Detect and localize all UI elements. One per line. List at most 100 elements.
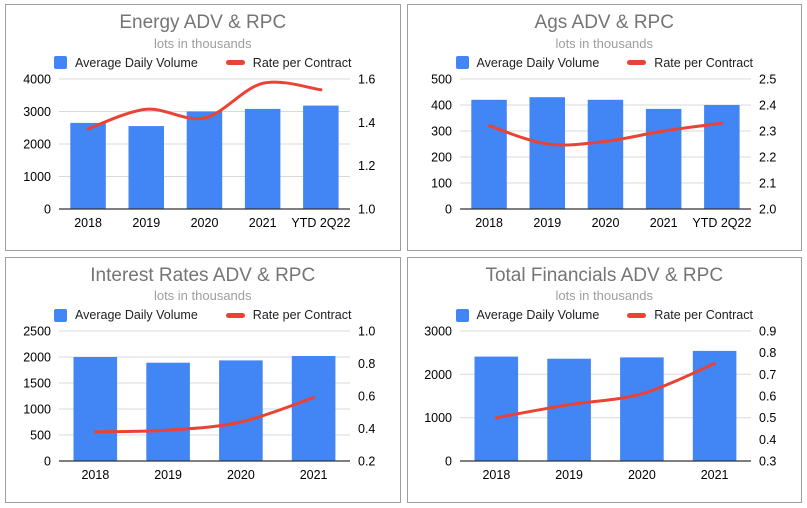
chart-subtitle-energy: lots in thousands [153, 35, 252, 51]
svg-text:0.8: 0.8 [759, 347, 776, 361]
svg-text:2.4: 2.4 [759, 98, 776, 112]
svg-text:0.4: 0.4 [358, 422, 375, 436]
svg-text:YTD 2Q22: YTD 2Q22 [693, 216, 752, 230]
svg-text:0.6: 0.6 [759, 390, 776, 404]
svg-text:100: 100 [431, 176, 452, 190]
bar-2021 [693, 351, 737, 462]
plot-area-ags: 0 100 200 300 400 500 2.0 2.1 2.2 2.3 2.4 2.5 2018 20… [431, 72, 776, 230]
chart-title-energy: Energy ADV & RPC [119, 12, 287, 33]
bar-2018 [474, 356, 519, 462]
legend-interest-rates: Average Daily Volume Rate per Contract [6, 308, 400, 322]
chart-title-total-financials: Total Financials ADV & RPC [485, 264, 724, 286]
plot-area-interest-rates: 0 500 1000 1500 2000 2500 0.2 0.4 0.6 0.8 1.0 2018 2… [23, 325, 375, 483]
svg-text:2500: 2500 [23, 325, 51, 339]
svg-text:2018: 2018 [74, 216, 102, 230]
chart-title-ags: Ags ADV & RPC [534, 12, 674, 33]
bar-2019 [128, 125, 164, 209]
bar-2020 [587, 99, 624, 209]
bar-2018 [471, 99, 508, 209]
svg-text:0: 0 [44, 455, 51, 469]
svg-text:YTD 2Q22: YTD 2Q22 [291, 216, 350, 230]
bar-2018 [73, 357, 117, 462]
svg-text:2021: 2021 [249, 216, 277, 230]
svg-text:400: 400 [431, 98, 452, 112]
svg-text:1000: 1000 [23, 403, 51, 417]
svg-text:2018: 2018 [475, 216, 503, 230]
svg-text:1.2: 1.2 [358, 159, 375, 173]
bar-2020 [186, 111, 222, 209]
svg-text:2018: 2018 [81, 468, 109, 482]
plot-area-energy: 0 1000 2000 3000 4000 1.0 1.2 1.4 1.6 2018 2019 202… [23, 72, 375, 230]
legend-label-rpc: Rate per Contract [252, 55, 352, 70]
svg-text:2.2: 2.2 [759, 150, 776, 164]
legend-label-adv: Average Daily Volume [75, 308, 198, 323]
bar-2021 [244, 108, 281, 209]
bar-2019 [146, 363, 190, 462]
chart-subtitle-interest-rates: lots in thousands [153, 288, 252, 304]
svg-text:2000: 2000 [424, 368, 452, 382]
legend-item-adv: Average Daily Volume [54, 56, 198, 70]
chart-title-interest-rates: Interest Rates ADV & RPC [90, 264, 316, 286]
svg-text:0.5: 0.5 [759, 412, 776, 426]
bar-YTD 2Q22 [704, 104, 740, 209]
bar-2019 [547, 359, 592, 462]
adv-bar-swatch-icon [54, 308, 68, 322]
svg-text:2021: 2021 [650, 216, 678, 230]
adv-bar-swatch-icon [54, 56, 68, 70]
legend-label-rpc: Rate per Contract [654, 308, 753, 323]
svg-text:0.7: 0.7 [759, 368, 776, 382]
svg-text:500: 500 [431, 72, 452, 86]
adv-bar-swatch-icon [455, 308, 469, 322]
svg-text:2.3: 2.3 [759, 124, 776, 138]
svg-text:0.9: 0.9 [759, 325, 776, 339]
rpc-line-swatch-icon [627, 60, 647, 66]
svg-text:500: 500 [30, 429, 51, 443]
plot-area-total-financials: 0 1000 2000 3000 0.3 0.4 0.5 0.6 0.7 0.8 0.9 2018 20… [424, 325, 776, 483]
svg-text:0.4: 0.4 [759, 433, 776, 447]
rpc-line-swatch-icon [225, 60, 245, 66]
legend-item-rpc: Rate per Contract [627, 56, 753, 70]
svg-text:0: 0 [44, 202, 51, 216]
svg-text:2.0: 2.0 [759, 202, 776, 216]
svg-text:1.4: 1.4 [358, 116, 375, 130]
svg-text:1.0: 1.0 [358, 325, 375, 339]
legend-item-adv: Average Daily Volume [455, 56, 599, 70]
legend-label-rpc: Rate per Contract [654, 55, 753, 70]
svg-text:2019: 2019 [555, 468, 583, 482]
svg-text:2021: 2021 [299, 468, 327, 482]
svg-text:2019: 2019 [154, 468, 182, 482]
svg-text:2019: 2019 [534, 216, 562, 230]
bar-2020 [620, 357, 664, 462]
bar-2018 [70, 122, 106, 209]
legend-label-adv: Average Daily Volume [75, 55, 198, 70]
svg-text:1.0: 1.0 [358, 202, 375, 216]
svg-text:2021: 2021 [701, 468, 729, 482]
legend-label-rpc: Rate per Contract [252, 308, 352, 323]
legend-item-adv: Average Daily Volume [54, 308, 198, 322]
svg-text:2.5: 2.5 [759, 72, 776, 86]
rpc-line-swatch-icon [225, 312, 245, 318]
legend-item-adv: Average Daily Volume [455, 308, 600, 323]
chart-panel-total-financials: Total Financials ADV & RPC lots in thous… [406, 256, 802, 503]
rpc-line [495, 362, 717, 420]
chart-subtitle-total-financials: lots in thousands [555, 288, 654, 304]
svg-text:1.6: 1.6 [358, 72, 375, 86]
svg-text:4000: 4000 [23, 72, 51, 86]
svg-text:2018: 2018 [483, 468, 511, 482]
svg-text:2.1: 2.1 [759, 176, 776, 190]
svg-text:1000: 1000 [424, 412, 452, 426]
svg-text:0.2: 0.2 [358, 455, 375, 469]
legend-ags: Average Daily Volume Rate per Contract [408, 56, 802, 70]
svg-text:2020: 2020 [227, 468, 255, 482]
svg-text:1500: 1500 [23, 377, 51, 391]
legend-label-adv: Average Daily Volume [476, 308, 600, 323]
svg-text:3000: 3000 [23, 105, 51, 119]
legend-total-financials: Average Daily Volume Rate per Contract [408, 308, 802, 322]
bar-2021 [646, 108, 682, 209]
legend-energy: Average Daily Volume Rate per Contract [6, 56, 400, 70]
svg-text:0: 0 [445, 455, 452, 469]
chart-panel-energy: Energy ADV & RPC lots in thousands Avera… [5, 4, 401, 251]
bar-2020 [218, 360, 263, 462]
svg-text:0.8: 0.8 [358, 357, 375, 371]
rpc-line [86, 80, 323, 131]
